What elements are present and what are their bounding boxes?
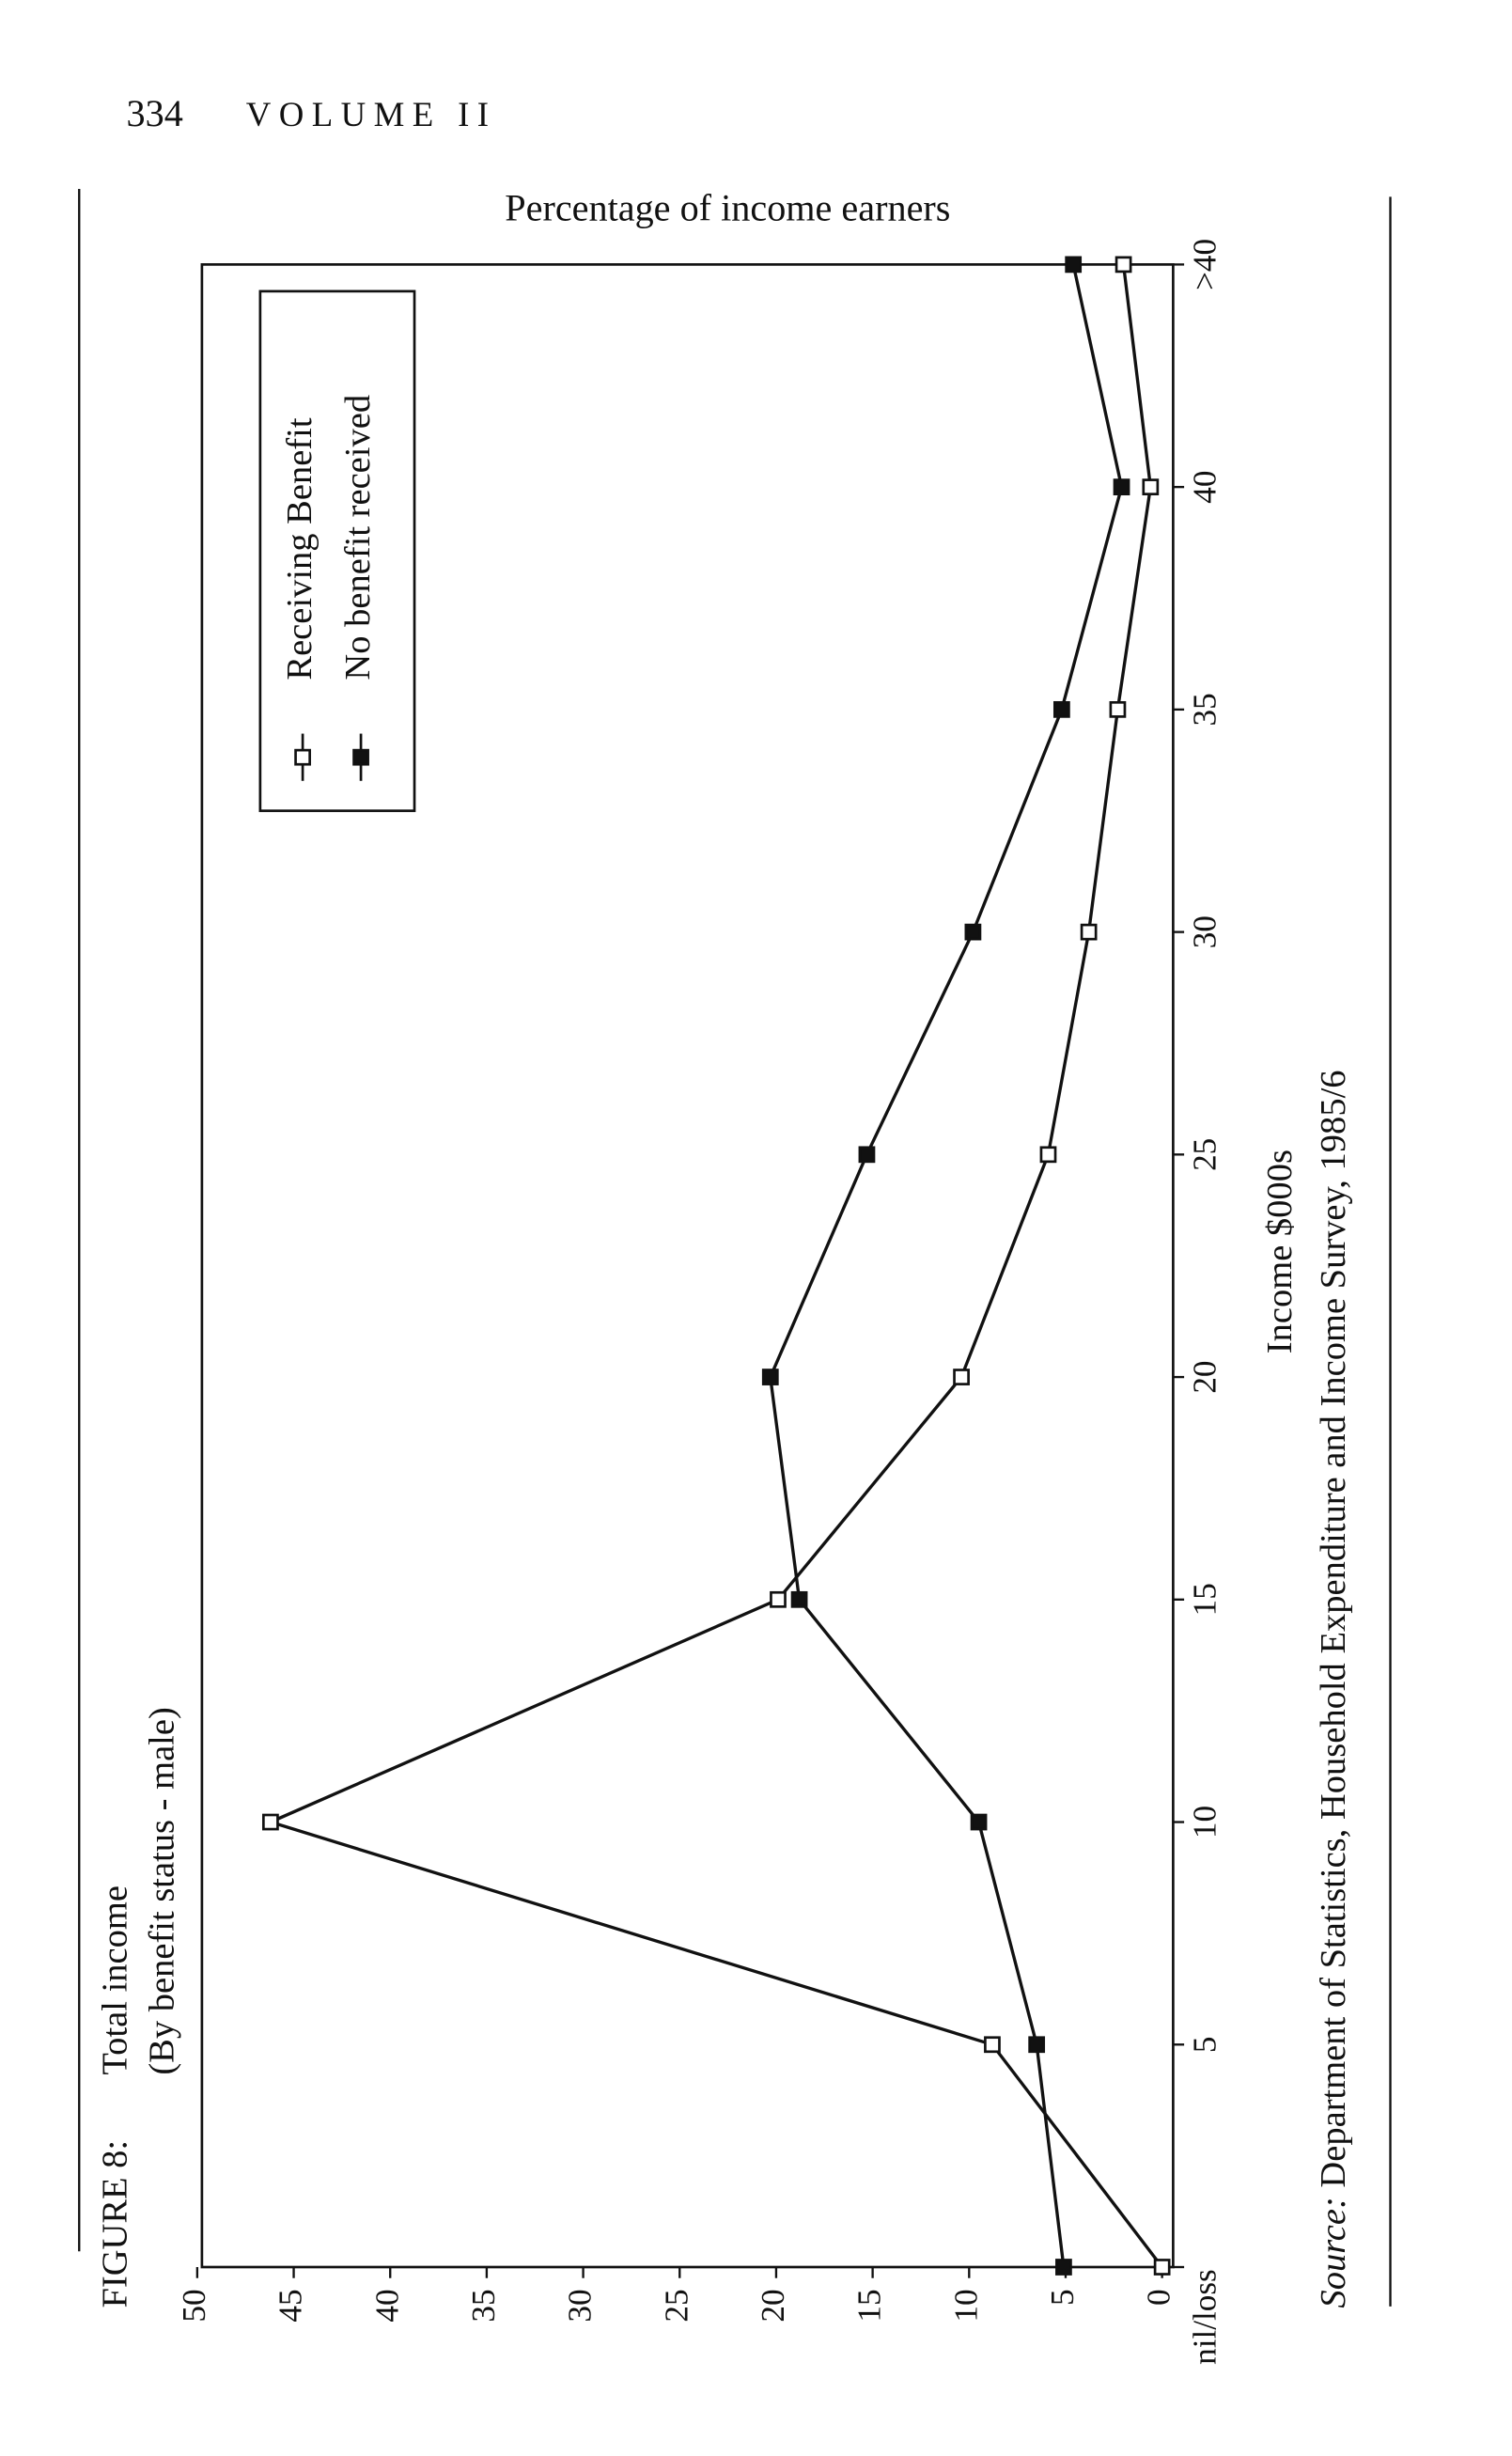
x-tick-label: 40 — [1186, 471, 1223, 504]
y-tick-label: 15 — [851, 2289, 888, 2322]
y-tick-label: 35 — [465, 2289, 502, 2322]
x-tick-label: 5 — [1186, 2036, 1223, 2053]
data-point — [1142, 478, 1160, 496]
y-tick-label: 50 — [176, 2289, 212, 2322]
series-line — [769, 264, 1124, 2268]
data-point — [953, 1369, 970, 1385]
y-tick-label: 10 — [947, 2289, 984, 2322]
source-text: Department of Statistics, Household Expe… — [1314, 1070, 1353, 2187]
data-point — [1115, 256, 1132, 274]
y-tick-label: 40 — [368, 2289, 405, 2322]
y-axis-label: Percentage of income earners — [505, 187, 950, 229]
data-point — [1109, 700, 1127, 718]
y-tick-label: 20 — [755, 2289, 791, 2322]
data-point — [964, 923, 982, 941]
legend-box — [258, 289, 416, 812]
data-point — [970, 1813, 988, 1831]
x-tick-label: 35 — [1186, 693, 1223, 726]
data-point — [1039, 1146, 1057, 1164]
x-tick-label: >40 — [1186, 239, 1223, 290]
data-point — [1113, 478, 1130, 496]
data-point — [1080, 923, 1098, 941]
data-point — [770, 1590, 787, 1608]
data-point — [1153, 2259, 1171, 2276]
data-point — [790, 1590, 808, 1608]
data-point — [858, 1146, 876, 1164]
y-tick-label: 45 — [273, 2289, 309, 2322]
y-tick-label: 25 — [658, 2289, 694, 2322]
plot-frame — [200, 263, 1175, 2269]
chart-subtitle: (By benefit status - male) — [143, 1707, 182, 2074]
chart-title: Total income — [96, 1885, 135, 2075]
x-tick-label: 25 — [1186, 1138, 1223, 1171]
data-point — [1052, 700, 1070, 718]
series-line — [266, 264, 1163, 2269]
x-axis-label: Income $000s — [1260, 1150, 1300, 1353]
y-tick-label: 5 — [1044, 2289, 1081, 2306]
legend-label: No benefit received — [338, 395, 378, 680]
data-point — [1028, 2036, 1046, 2054]
data-point — [1055, 2259, 1072, 2276]
data-point — [761, 1369, 779, 1385]
source: Source: Department of Statistics, Househ… — [1314, 1070, 1353, 2307]
y-tick-label: 30 — [562, 2289, 599, 2322]
running-head: VOLUME II — [246, 95, 497, 133]
y-tick-label: 0 — [1141, 2289, 1177, 2306]
x-tick-label: 15 — [1186, 1583, 1223, 1616]
data-point — [1065, 256, 1083, 274]
legend-marker — [352, 748, 369, 766]
x-tick-label: 20 — [1186, 1360, 1223, 1393]
x-tick-label: nil/loss — [1186, 2269, 1223, 2365]
x-tick-label: 10 — [1186, 1806, 1223, 1838]
source-label: Source: — [1314, 2197, 1353, 2307]
legend-label: Receiving Benefit — [280, 417, 320, 680]
legend-marker — [294, 748, 311, 766]
data-point — [984, 2036, 1001, 2054]
figure-label: FIGURE 8: — [96, 2140, 135, 2308]
page-number: 334 — [127, 92, 183, 134]
x-tick-label: 30 — [1186, 915, 1223, 948]
data-point — [262, 1813, 279, 1831]
